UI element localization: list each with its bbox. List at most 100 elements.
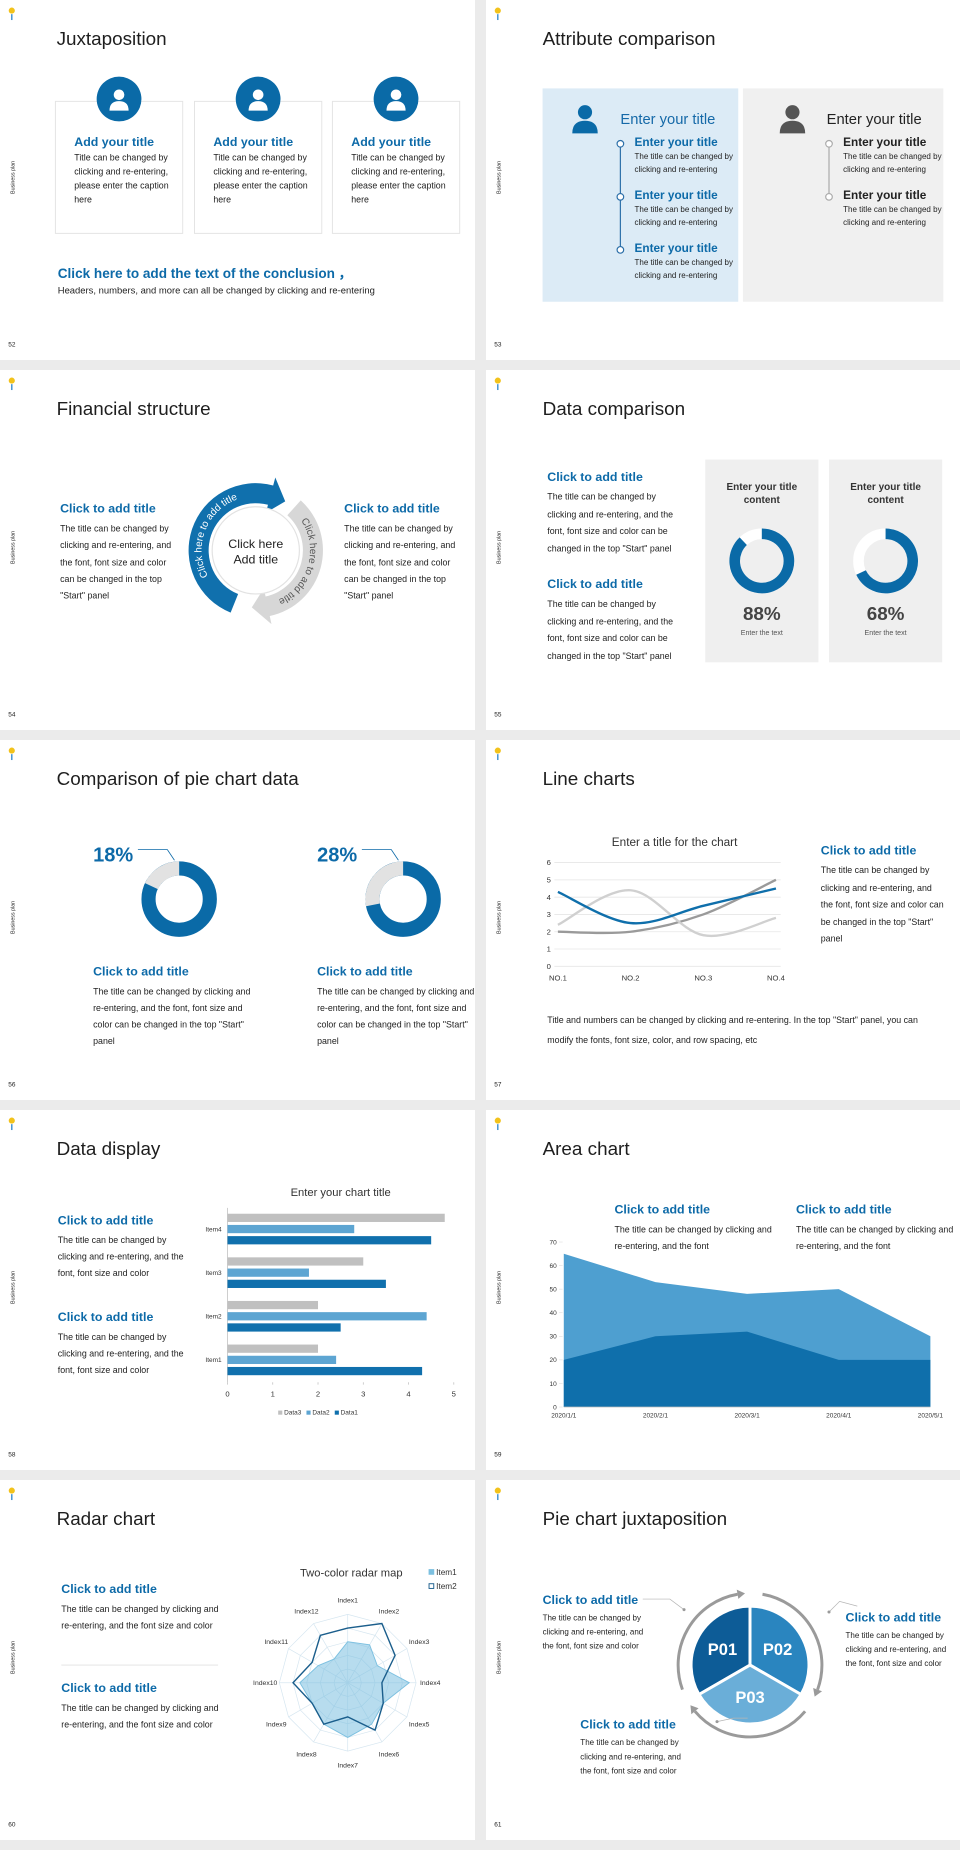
person-icon-body: [248, 101, 268, 111]
slide-graphics: [494, 7, 944, 302]
item-title: Enter your title: [843, 136, 927, 150]
category-label: Item4: [205, 1226, 222, 1233]
timeline-dot: [616, 192, 625, 201]
x-tick-label: 4: [406, 1389, 411, 1398]
slide-title: Financial structure: [56, 399, 211, 420]
radar-axis-label: Index1: [337, 1598, 358, 1605]
slide-graphics: P01 P02 P03: [494, 1487, 858, 1739]
block-text: The title can be changed by clicking and…: [344, 523, 456, 602]
person-icon-head: [577, 105, 593, 120]
slide: Enter a title for the chart 0 1 2 3 4 5 6 NO.1 NO…: [486, 740, 960, 1100]
y-tick-label: 1: [547, 945, 551, 954]
person-icon-body: [779, 120, 806, 134]
block-title: Click to add title: [845, 1610, 942, 1625]
block-text: The title can be changed by clicking and…: [57, 1331, 184, 1376]
x-tick-label: 2020/2/1: [643, 1413, 669, 1420]
slide-content: Comparison of pie chart data Business pla…: [0, 740, 475, 1100]
x-tick-label: NO.1: [549, 973, 567, 982]
slide: Juxtaposition Business plan 52 Add your tit…: [0, 0, 475, 360]
slide-title: Line charts: [542, 769, 635, 790]
slide: Click here Add title Click here to add tit…: [0, 370, 475, 730]
bar: [227, 1323, 341, 1332]
connector-dot: [827, 1610, 831, 1614]
logo-bulb: [494, 1487, 501, 1494]
logo-bulb: [494, 747, 501, 754]
block-text: The title can be changed by clicking and…: [317, 986, 475, 1047]
bar: [227, 1312, 427, 1321]
slide-title: Data comparison: [542, 399, 686, 420]
slide-content: Two-color radar map Index1 Index2 Index3 Ind…: [0, 1480, 475, 1840]
x-tick-label: 2020/5/1: [918, 1413, 944, 1420]
chart-title: Two-color radar map: [300, 1568, 403, 1580]
x-tick-label: 2020/3/1: [734, 1413, 760, 1420]
y-tick-label: 0: [547, 962, 551, 971]
line-series: [557, 889, 777, 938]
block-text: The title can be changed by clicking and…: [60, 523, 172, 602]
slide-title: Area chart: [542, 1139, 630, 1160]
block-text: The title can be changed by clicking and…: [795, 1224, 954, 1252]
radar-axis-label: Index5: [409, 1721, 430, 1728]
donut-value: [729, 528, 795, 594]
card-text: Title can be changed by clicking and re-…: [74, 152, 169, 206]
logo-bulb: [8, 7, 15, 14]
block-text: The title can be changed by clicking and…: [93, 986, 251, 1047]
caption: Enter the text: [864, 630, 907, 638]
slide-content: Juxtaposition Business plan 52 Add your tit…: [0, 0, 475, 360]
connector-dot: [715, 1720, 719, 1724]
block-title: Click to add title: [57, 1213, 154, 1228]
radar-axis-label: Index12: [294, 1609, 319, 1616]
donut-value: [365, 861, 404, 907]
x-tick-label: 2: [316, 1389, 320, 1398]
person-icon-head: [785, 105, 800, 120]
page-number: 57: [494, 1081, 502, 1089]
line-series: [557, 878, 777, 935]
ring-arrow: [693, 1710, 807, 1739]
slide-content: P01 P02 P03 Pie chart juxtaposition Business…: [486, 1480, 960, 1840]
percent-label: 18%: [93, 843, 134, 867]
logo-bulb: [8, 1487, 15, 1494]
card-title: Enter your title content: [726, 480, 798, 505]
line-series: [557, 887, 777, 925]
bar: [227, 1300, 319, 1310]
slide: Two-color radar map Index1 Index2 Index3 Ind…: [0, 1480, 475, 1840]
item-title: Enter your title: [634, 242, 718, 256]
card-title: Add your title: [351, 135, 432, 150]
slide-title: Comparison of pie chart data: [56, 769, 299, 790]
radar-axis-label: Index10: [253, 1680, 278, 1687]
pie-segment: [696, 1663, 804, 1726]
ring-arrowhead: [690, 1705, 699, 1715]
bar: [227, 1236, 432, 1245]
bar: [227, 1213, 445, 1222]
person-icon-head: [113, 89, 125, 101]
radar-axis-label: Index3: [409, 1639, 430, 1646]
slide-graphics: Enter a title for the chart 0 1 2 3 4 5 6 NO.1 NO…: [494, 747, 786, 982]
block-text: The title can be changed by clicking and…: [547, 491, 674, 554]
x-tick-label: NO.4: [767, 973, 786, 982]
slide: Comparison of pie chart data Business pla…: [0, 740, 475, 1100]
logo-bulb: [494, 1117, 501, 1124]
percent-label: 28%: [317, 843, 358, 867]
cycle-center-text: Add title: [233, 552, 278, 566]
slide-graphics: [8, 747, 441, 937]
timeline-dot: [616, 245, 625, 254]
conclusion-title: Click here to add the text of the conclu…: [57, 267, 353, 282]
page-number: 59: [494, 1451, 502, 1459]
bar: [227, 1344, 319, 1353]
ring-arrow: [676, 1592, 738, 1691]
ring-arrowhead: [813, 1688, 823, 1697]
card-frame: [54, 100, 184, 234]
x-tick-label: 2020/1/1: [551, 1413, 577, 1420]
x-tick-label: 5: [452, 1389, 456, 1398]
y-tick-label: 20: [550, 1357, 558, 1364]
x-tick-label: 2020/4/1: [826, 1413, 852, 1420]
side-label: Business plan: [10, 1640, 16, 1674]
note: Title and numbers can be changed by clic…: [547, 1014, 918, 1046]
item-title: Enter your title: [634, 189, 718, 203]
slide-graphics: Two-color radar map Index1 Index2 Index3 Ind…: [8, 1487, 457, 1770]
x-tick-label: NO.3: [694, 973, 712, 982]
side-label: Business plan: [496, 530, 502, 564]
block-text: The title can be changed by clicking and…: [61, 1603, 219, 1631]
page-number: 55: [494, 711, 502, 719]
logo-bulb: [494, 377, 501, 384]
bar: [227, 1366, 423, 1376]
